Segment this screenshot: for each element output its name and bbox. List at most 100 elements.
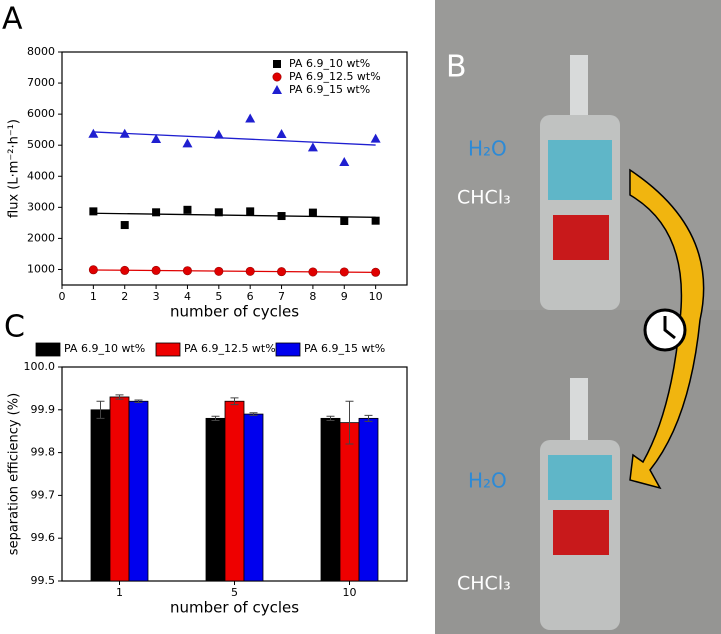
error-bar xyxy=(115,394,124,400)
y-tick-label: 8000 xyxy=(27,45,55,58)
y-tick-label: 4000 xyxy=(27,169,55,182)
neck xyxy=(570,378,588,440)
x-axis-title: number of cycles xyxy=(170,303,299,321)
cap xyxy=(553,215,609,260)
panel-label: C xyxy=(4,310,25,345)
x-tick-label: 4 xyxy=(184,290,191,303)
legend-swatch xyxy=(155,342,181,357)
legend-marker xyxy=(273,60,281,68)
arrow xyxy=(629,168,705,490)
data-point xyxy=(214,266,224,276)
error-bar xyxy=(230,397,239,406)
x-tick-label: 1 xyxy=(90,290,97,303)
data-point xyxy=(371,267,381,277)
neck xyxy=(570,55,588,115)
trend-line xyxy=(93,269,376,274)
error-bar xyxy=(326,415,335,421)
data-point xyxy=(213,129,224,139)
x-tick-label: 8 xyxy=(309,290,316,303)
data-point xyxy=(151,265,161,275)
y-tick-label: 3000 xyxy=(27,200,55,213)
error-bar xyxy=(96,400,105,419)
x-tick-label: 7 xyxy=(278,290,285,303)
x-tick-label: 5 xyxy=(215,290,222,303)
data-point xyxy=(120,221,129,230)
trend-line xyxy=(93,212,376,218)
photo-label: H₂O xyxy=(468,137,507,161)
y-tick-label: 7000 xyxy=(27,76,55,89)
water xyxy=(548,455,612,500)
data-point xyxy=(277,212,286,221)
error-bar xyxy=(249,412,258,416)
data-point xyxy=(276,129,287,139)
data-point xyxy=(245,266,255,276)
x-tick-label: 1 xyxy=(116,586,123,599)
trend-line xyxy=(93,131,376,146)
y-tick-label: 99.6 xyxy=(31,531,56,544)
x-tick-label: 10 xyxy=(369,290,383,303)
y-tick-label: 6000 xyxy=(27,107,55,120)
x-tick-label: 3 xyxy=(153,290,160,303)
legend-label: PA 6.9_12.5 wt% xyxy=(289,70,381,83)
error-bar xyxy=(211,415,220,421)
data-point xyxy=(182,266,192,276)
data-point xyxy=(88,128,99,138)
legend-label: PA 6.9_10 wt% xyxy=(64,342,145,355)
bar xyxy=(128,400,149,582)
y-tick-label: 5000 xyxy=(27,138,55,151)
data-point xyxy=(120,265,130,275)
x-tick-label: 6 xyxy=(247,290,254,303)
y-tick-label: 99.7 xyxy=(31,488,56,501)
bar xyxy=(320,417,341,582)
legend-label: PA 6.9_15 wt% xyxy=(304,342,385,355)
photo-label: H₂O xyxy=(468,469,507,493)
data-point xyxy=(308,208,317,217)
y-tick-label: 99.9 xyxy=(31,403,56,416)
y-tick-label: 2000 xyxy=(27,231,55,244)
error-bar xyxy=(134,399,143,404)
legend-swatch xyxy=(275,342,301,357)
cap xyxy=(553,510,609,555)
photo-panel: H₂O CHCl₃ H₂O CHCl₃ xyxy=(435,0,721,634)
data-point xyxy=(340,217,349,226)
data-point xyxy=(370,133,381,143)
legend-swatch xyxy=(35,342,61,357)
bar xyxy=(243,413,264,582)
data-point xyxy=(119,128,130,138)
data-point xyxy=(151,133,162,143)
x-tick-label: 0 xyxy=(59,290,66,303)
bar xyxy=(358,417,379,582)
data-point xyxy=(246,207,255,216)
y-axis-title: flux (L·m⁻²·h⁻¹) xyxy=(7,119,22,218)
plot-frame xyxy=(61,51,408,286)
data-point xyxy=(89,207,98,216)
data-point xyxy=(371,216,380,225)
panel-label: A xyxy=(2,2,23,37)
data-point xyxy=(183,205,192,214)
y-tick-label: 99.5 xyxy=(31,574,56,587)
data-point xyxy=(277,267,287,277)
data-point xyxy=(307,142,318,152)
bar xyxy=(224,400,245,582)
photo-label: CHCl₃ xyxy=(457,187,511,209)
y-tick-label: 99.8 xyxy=(31,446,56,459)
data-point xyxy=(182,138,193,148)
water xyxy=(548,140,612,200)
data-point xyxy=(245,113,256,123)
x-tick-label: 9 xyxy=(341,290,348,303)
data-point xyxy=(214,208,223,217)
x-tick-label: 10 xyxy=(343,586,357,599)
legend-label: PA 6.9_12.5 wt% xyxy=(184,342,276,355)
x-axis-title: number of cycles xyxy=(170,599,299,617)
y-tick-label: 100.0 xyxy=(24,360,56,373)
panel-label: B xyxy=(446,50,467,85)
legend-marker xyxy=(272,85,282,94)
data-point xyxy=(339,156,350,166)
bar xyxy=(339,422,360,582)
clock-hands xyxy=(663,316,676,340)
data-point xyxy=(308,267,318,277)
data-point xyxy=(88,265,98,275)
bar xyxy=(109,396,130,582)
photo-label: CHCl₃ xyxy=(457,573,511,595)
